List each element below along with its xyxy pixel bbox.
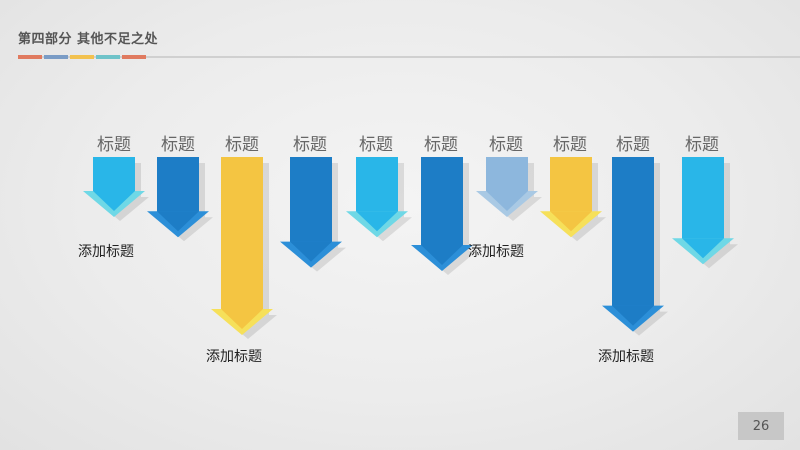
- arrow-shaft: [356, 157, 398, 213]
- caption-3: 添加标题: [468, 244, 524, 260]
- column-label-2: 标题: [161, 135, 195, 155]
- arrow-shaft: [550, 157, 592, 213]
- arrow-shaft: [612, 157, 654, 307]
- arrow-head-inner: [290, 241, 332, 262]
- arrow-shape-5: [346, 157, 412, 242]
- caption-2: 添加标题: [206, 349, 262, 365]
- arrow-shape-3: [211, 157, 277, 339]
- arrow-bar-9: [602, 157, 668, 340]
- arrow-shaft: [157, 157, 199, 213]
- column-label-8: 标题: [553, 135, 587, 155]
- header-divider: [18, 56, 800, 58]
- arrow-bar-4: [280, 157, 346, 276]
- arrow-bar-7: [476, 157, 542, 225]
- arrow-shape-7: [476, 157, 542, 221]
- column-label-4: 标题: [293, 135, 327, 155]
- arrow-shaft: [221, 157, 263, 310]
- column-label-3: 标题: [225, 135, 259, 155]
- arrow-head-inner: [612, 305, 654, 326]
- header-color-strip: [18, 55, 148, 59]
- caption-4: 添加标题: [598, 349, 654, 365]
- page-number: 26: [738, 412, 784, 440]
- arrow-shape-6: [411, 157, 477, 275]
- column-label-5: 标题: [359, 135, 393, 155]
- arrow-head-inner: [550, 211, 592, 232]
- column-label-1: 标题: [97, 135, 131, 155]
- arrow-head-inner: [356, 211, 398, 232]
- strip-segment-4: [96, 55, 120, 59]
- strip-segment-1: [18, 55, 42, 59]
- column-label-6: 标题: [424, 135, 458, 155]
- arrow-bar-3: [211, 157, 277, 343]
- arrow-shaft: [486, 157, 528, 192]
- arrow-bar-1: [83, 157, 149, 225]
- arrow-shaft: [290, 157, 332, 243]
- arrow-bar-5: [346, 157, 412, 245]
- arrow-bar-8: [540, 157, 606, 245]
- arrow-shape-1: [83, 157, 149, 221]
- strip-segment-5: [122, 55, 146, 59]
- column-label-7: 标题: [489, 135, 523, 155]
- arrow-head-inner: [486, 191, 528, 211]
- strip-segment-3: [70, 55, 94, 59]
- arrow-shape-4: [280, 157, 346, 272]
- slide-header-title: 第四部分 其他不足之处: [18, 32, 159, 47]
- arrow-bar-6: [411, 157, 477, 279]
- arrow-bar-2: [147, 157, 213, 245]
- arrow-shaft: [93, 157, 135, 192]
- arrow-head-inner: [421, 244, 463, 265]
- column-label-9: 标题: [616, 135, 650, 155]
- arrow-bar-10: [672, 157, 738, 272]
- arrow-head-inner: [682, 238, 724, 259]
- arrow-shaft: [682, 157, 724, 240]
- arrow-head-inner: [221, 309, 263, 329]
- column-label-10: 标题: [685, 135, 719, 155]
- caption-1: 添加标题: [78, 244, 134, 260]
- arrow-shape-10: [672, 157, 738, 269]
- arrow-shape-2: [147, 157, 213, 242]
- strip-segment-2: [44, 55, 68, 59]
- arrow-head-inner: [157, 211, 199, 232]
- arrow-head-inner: [93, 191, 135, 211]
- arrow-shape-8: [540, 157, 606, 242]
- arrow-shape-9: [602, 157, 668, 336]
- arrow-shaft: [421, 157, 463, 246]
